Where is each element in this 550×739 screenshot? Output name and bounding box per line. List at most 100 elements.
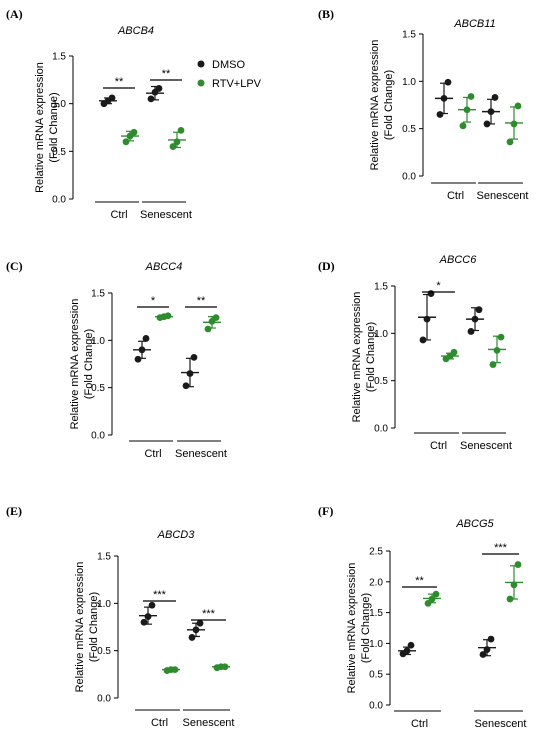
data-point: [514, 102, 522, 110]
data-point: [506, 138, 514, 146]
data-point: [169, 143, 177, 150]
y-tick-label: 0.5: [402, 124, 416, 135]
y-tick-label: 1.0: [97, 599, 111, 610]
legend: DMSO RTV+LPV: [197, 59, 262, 90]
panel-title: ABCD3: [157, 529, 196, 541]
panel-title: ABCB11: [453, 18, 495, 30]
data-point: [432, 590, 440, 598]
y-tick-label: 1.5: [91, 289, 105, 300]
y-tick-label: 1.5: [97, 552, 111, 563]
data-point: [475, 306, 483, 314]
data-point: [436, 111, 444, 118]
data-point: [188, 634, 196, 641]
y-tick-label: 0.5: [374, 376, 388, 387]
data-point: [444, 78, 452, 86]
data-point: [173, 138, 181, 146]
data-point: [467, 328, 475, 335]
data-point: [514, 561, 522, 568]
panel-label: (E): [6, 504, 22, 518]
data-point: [147, 95, 155, 103]
y-tick-label: 0.0: [97, 694, 111, 705]
data-point: [155, 85, 163, 92]
significance-stars: **: [415, 575, 424, 587]
group-label-senescent: Senescent: [460, 440, 512, 452]
y-tick-label: 2.0: [369, 577, 383, 588]
data-point: [171, 666, 179, 673]
y-tick-label: 2.5: [369, 547, 383, 558]
panel-title: ABCC6: [439, 254, 478, 266]
significance-stars: ***: [494, 542, 508, 554]
data-point: [134, 355, 142, 363]
y-tick-label: 0.0: [402, 172, 416, 183]
data-point: [182, 382, 190, 390]
y-axis-label: Relative mRNA expression (Fold Change): [351, 292, 377, 423]
y-axis-label-line: Relative mRNA expression: [74, 562, 86, 693]
data-point: [497, 333, 505, 341]
group-label-senescent: Senescent: [477, 190, 529, 202]
y-tick-label: 1.0: [52, 99, 66, 110]
y-tick-label: 0.5: [97, 646, 111, 657]
legend-rtv-marker: [197, 79, 205, 87]
significance-stars: *: [436, 280, 441, 292]
y-tick-label: 0.5: [369, 670, 383, 681]
y-axis-label-line: (Fold Change): [88, 592, 100, 662]
data-point: [122, 138, 130, 146]
group-label-ctrl: Ctrl: [411, 718, 428, 730]
data-point: [483, 646, 491, 653]
group-label-senescent: Senescent: [475, 718, 527, 730]
y-axis-label-line: Relative mRNA expression: [369, 40, 381, 171]
panel-title: ABCG5: [455, 518, 494, 530]
group-label-senescent: Senescent: [140, 209, 192, 221]
data-point: [177, 126, 185, 134]
y-axis-label-line: Relative mRNA expression: [69, 299, 81, 430]
significance-stars: ***: [153, 589, 167, 601]
data-point: [142, 335, 150, 342]
data-point: [427, 290, 435, 297]
group-label-senescent: Senescent: [175, 448, 227, 460]
y-axis-label: Relative mRNA expression (Fold Change): [69, 299, 95, 430]
y-axis-label-line: (Fold Change): [83, 329, 95, 399]
data-point: [221, 663, 229, 671]
y-tick-label: 1.0: [402, 77, 416, 88]
y-axis-label-line: Relative mRNA expression: [34, 62, 46, 193]
data-point: [407, 641, 415, 649]
group-label-ctrl: Ctrl: [144, 448, 161, 460]
y-tick-label: 0.0: [91, 431, 105, 442]
data-point: [419, 336, 427, 344]
y-axis-label: Relative mRNA expression (Fold Change): [74, 562, 100, 693]
panel-abcb11: (B) ABCB11 0.0 0.5 1.0 1.5 Relative mRNA expre…: [318, 7, 528, 202]
data-point: [196, 619, 204, 627]
y-tick-label: 0.5: [52, 147, 66, 158]
panel-abcg5: (F) ABCG5 0.0 0.5 1.0 1.5 2.0 2.5 Relative mRNA …: [318, 504, 526, 730]
y-tick-label: 1.0: [91, 336, 105, 347]
data-point: [423, 315, 431, 323]
y-tick-label: 1.5: [402, 30, 416, 41]
data-point: [424, 599, 432, 607]
data-point: [489, 361, 497, 368]
group-label-ctrl: Ctrl: [110, 209, 127, 221]
y-tick-label: 1.5: [52, 52, 66, 63]
significance-stars: *: [151, 295, 156, 307]
data-point: [459, 122, 467, 130]
data-point: [479, 651, 487, 658]
y-tick-label: 0.0: [369, 701, 383, 712]
data-point: [493, 346, 501, 354]
y-axis-label-line: (Fold Change): [383, 70, 395, 140]
panel-label: (D): [318, 259, 335, 273]
y-axis-label: Relative mRNA expression (Fold Change): [369, 40, 395, 171]
group-label-ctrl: Ctrl: [447, 190, 464, 202]
data-point: [164, 312, 172, 320]
panel-label: (C): [6, 259, 23, 273]
data-point: [510, 120, 518, 128]
panel-label: (F): [318, 504, 333, 518]
y-axis-label-line: Relative mRNA expression: [346, 563, 358, 694]
data-point: [471, 315, 479, 323]
legend-rtv-label: RTV+LPV: [212, 78, 262, 90]
data-point: [483, 120, 491, 128]
legend-dmso-marker: [197, 60, 205, 68]
significance-stars: **: [115, 76, 124, 88]
